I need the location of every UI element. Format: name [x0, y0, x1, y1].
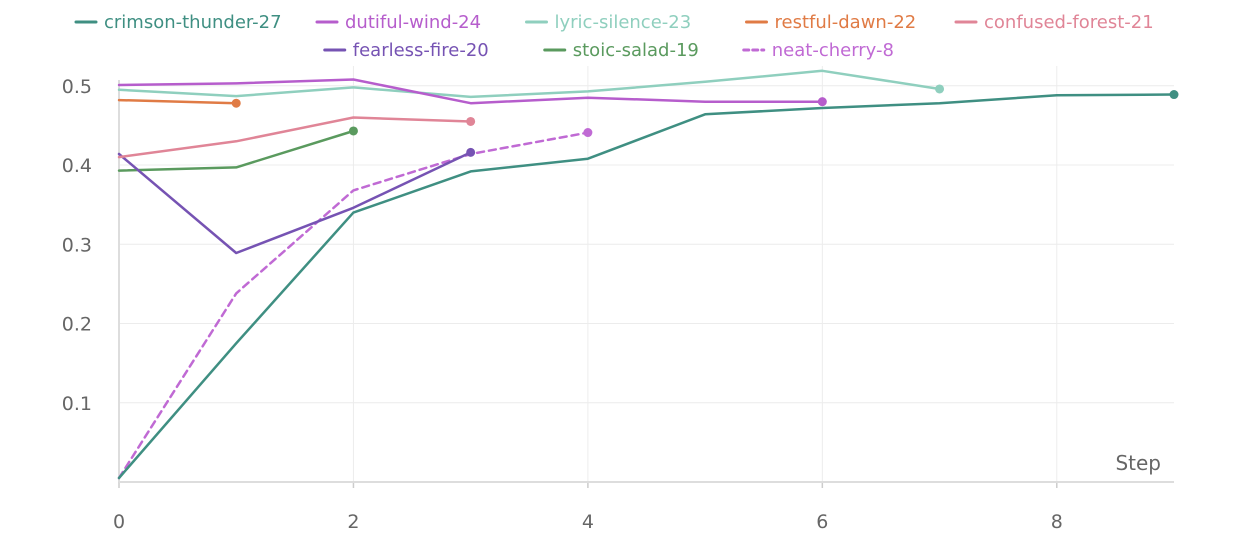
legend-label: dutiful-wind-24: [345, 12, 481, 33]
series-line[interactable]: [117, 116, 472, 159]
series-end-point[interactable]: [348, 126, 358, 136]
legend-label: lyric-silence-23: [555, 12, 692, 33]
series-end-point[interactable]: [466, 116, 476, 126]
y-tick-label: 0.3: [62, 234, 92, 256]
series-confused-forest-21[interactable]: [117, 116, 476, 159]
series-end-point[interactable]: [231, 98, 241, 108]
series-end-point[interactable]: [466, 147, 476, 157]
legend-item-neat-cherry-8[interactable]: neat-cherry-8: [742, 40, 894, 61]
series-dutiful-wind-24[interactable]: [117, 78, 827, 107]
legend-item-fearless-fire-20[interactable]: fearless-fire-20: [323, 40, 489, 61]
legend-item-restful-dawn-22[interactable]: restful-dawn-22: [745, 12, 917, 33]
y-tick-label: 0.5: [62, 76, 92, 98]
series-line[interactable]: [117, 129, 355, 172]
y-tick-label: 0.1: [62, 393, 92, 415]
legend-item-stoic-salad-19[interactable]: stoic-salad-19: [543, 40, 699, 61]
grid: [119, 66, 1174, 482]
series-line[interactable]: [117, 98, 238, 105]
x-tick-label: 0: [113, 511, 125, 533]
legend-label: neat-cherry-8: [772, 40, 894, 61]
series-neat-cherry-8[interactable]: [117, 128, 593, 480]
series-stoic-salad-19[interactable]: [117, 126, 358, 172]
legend-label: confused-forest-21: [984, 12, 1154, 33]
series-restful-dawn-22[interactable]: [117, 98, 241, 108]
legend: crimson-thunder-27 dutiful-wind-24 lyric-s…: [74, 12, 1154, 61]
series-line[interactable]: [117, 131, 590, 480]
series-line[interactable]: [117, 151, 472, 255]
y-tick-label: 0.4: [62, 155, 92, 177]
legend-item-crimson-thunder-27[interactable]: crimson-thunder-27: [74, 12, 282, 33]
series-end-point[interactable]: [935, 84, 945, 94]
x-tick-label: 4: [582, 511, 594, 533]
series-layer: [117, 69, 1179, 480]
legend-label: fearless-fire-20: [353, 40, 489, 61]
legend-label: crimson-thunder-27: [104, 12, 282, 33]
x-tick-label: 2: [347, 511, 359, 533]
x-tick-label: 6: [816, 511, 828, 533]
series-end-point[interactable]: [583, 128, 593, 138]
y-tick-label: 0.2: [62, 314, 92, 336]
legend-label: stoic-salad-19: [573, 40, 699, 61]
series-end-point[interactable]: [817, 97, 827, 107]
series-line[interactable]: [117, 78, 824, 105]
series-fearless-fire-20[interactable]: [117, 147, 476, 255]
series-end-point[interactable]: [1169, 90, 1179, 100]
legend-item-dutiful-wind-24[interactable]: dutiful-wind-24: [315, 12, 481, 33]
x-tick-label: 8: [1051, 511, 1063, 533]
legend-label: restful-dawn-22: [775, 12, 917, 33]
series-line[interactable]: [117, 93, 1176, 480]
x-axis-title: Step: [1115, 451, 1161, 475]
axes: 0.1 0.2 0.3 0.4 0.5 0 2 4 6 8: [62, 76, 1174, 533]
legend-item-confused-forest-21[interactable]: confused-forest-21: [954, 12, 1154, 33]
series-line[interactable]: [117, 69, 941, 99]
series-crimson-thunder-27[interactable]: [117, 90, 1179, 480]
series-lyric-silence-23[interactable]: [117, 69, 945, 99]
legend-item-lyric-silence-23[interactable]: lyric-silence-23: [525, 12, 692, 33]
